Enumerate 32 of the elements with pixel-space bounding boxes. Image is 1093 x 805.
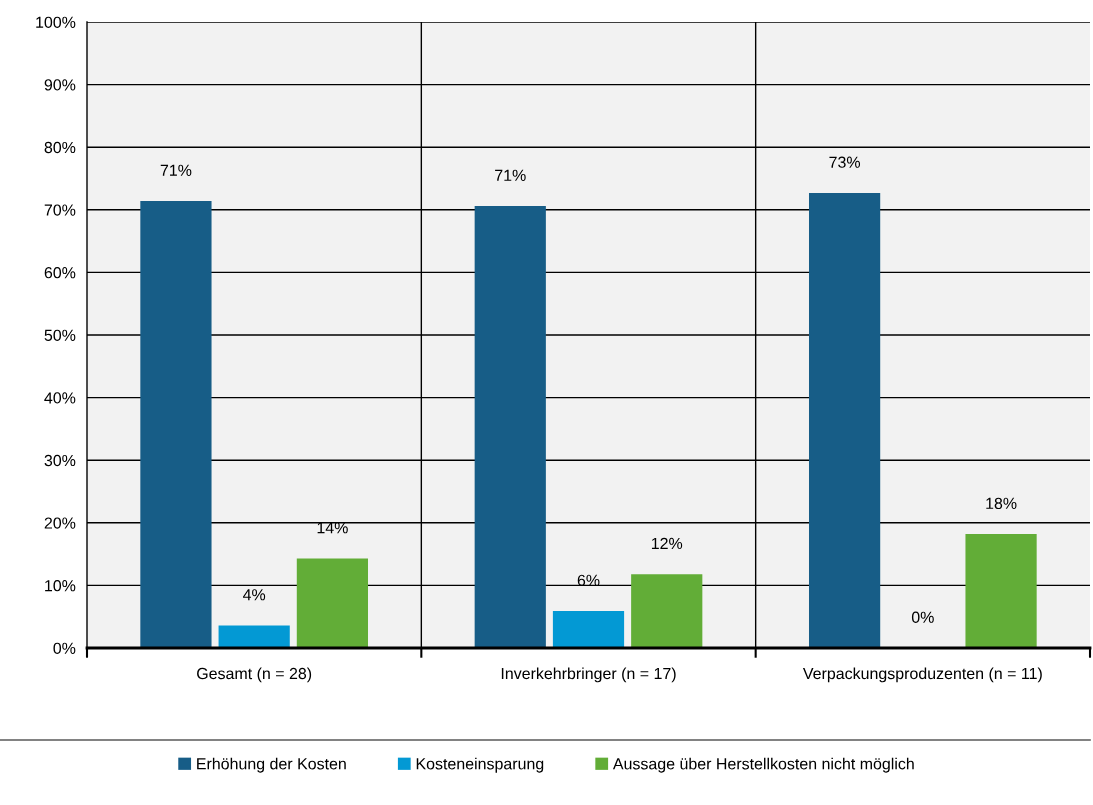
legend-label: Kosteneinsparung [416,757,544,773]
bar [218,625,290,648]
bar [296,558,369,648]
bar [965,534,1037,648]
data-label: 12% [651,537,683,549]
y-tick-label: 100% [36,16,76,28]
y-tick-label: 40% [44,392,76,404]
y-tick-label: 80% [44,141,76,154]
y-tick-label: 0% [53,642,76,654]
bar [631,574,703,648]
x-tick-label: Inverkehrbringer (n = 17) [501,667,676,683]
y-tick-label: 10% [45,580,76,592]
x-tick-label: Verpackungsproduzenten (n = 11) [802,667,1042,683]
bar [808,192,881,648]
bar [474,206,546,648]
bar [140,201,212,648]
data-label: 73% [829,156,861,168]
data-label: 4% [242,589,266,601]
data-label: 71% [160,164,192,176]
data-label: 71% [495,169,526,181]
y-tick-label: 70% [44,204,76,216]
y-tick-label: 30% [44,454,76,467]
y-tick-label: 50% [44,329,76,341]
data-label: 0% [911,611,934,623]
y-tick-label: 60% [44,267,76,279]
x-tick-label: Gesamt (n = 28) [197,667,312,683]
bar [552,611,625,648]
legend-label: Erhöhung der Kosten [197,757,346,773]
y-tick-label: 20% [44,517,76,529]
data-label: 18% [986,497,1017,509]
legend-label: Aussage über Herstellkosten nicht möglich [612,757,914,773]
y-tick-label: 90% [44,79,76,91]
